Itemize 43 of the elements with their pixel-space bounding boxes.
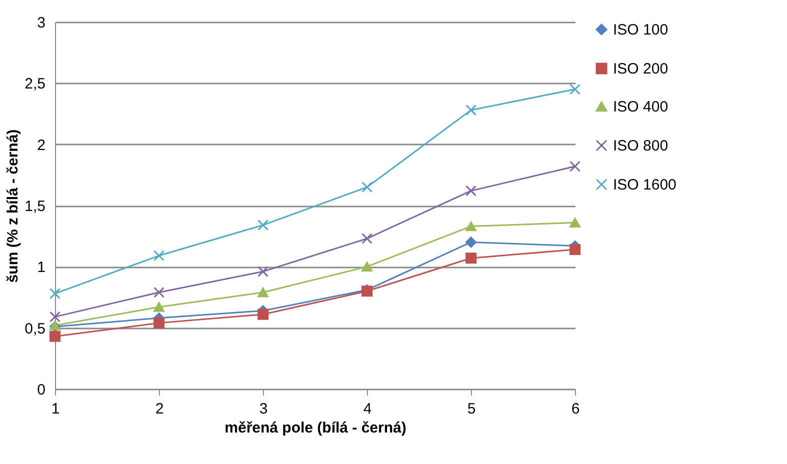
point — [466, 104, 476, 116]
y-axis-title: šum (% z bílá - černá) — [4, 129, 22, 283]
point — [466, 185, 476, 196]
point — [258, 308, 268, 320]
y-tick-label: 1,5 — [24, 198, 46, 215]
point — [570, 244, 580, 256]
x-tick-label: 2 — [155, 400, 164, 418]
point — [362, 233, 372, 244]
point — [258, 220, 268, 231]
point — [570, 218, 580, 228]
y-tick-label: 0 — [37, 382, 46, 398]
point — [50, 288, 60, 300]
x-tick-label: 3 — [259, 400, 268, 418]
x-tick-label: 5 — [467, 400, 476, 418]
point — [362, 182, 372, 193]
point — [154, 286, 164, 298]
point — [154, 317, 164, 328]
y-tick-label: 1 — [37, 259, 46, 276]
x-tick-label: 6 — [571, 400, 580, 418]
point — [154, 302, 164, 312]
point — [570, 160, 580, 172]
legend-label: ISO 1600 — [613, 176, 676, 194]
point — [466, 236, 476, 248]
point — [362, 262, 372, 272]
point — [570, 84, 580, 95]
y-tick-label: 0,5 — [24, 320, 46, 338]
y-tick-label: 2 — [37, 136, 46, 154]
legend-label: ISO 100 — [613, 22, 668, 38]
point — [50, 330, 60, 342]
point — [50, 311, 60, 322]
y-tick-label: 2,5 — [24, 76, 46, 93]
x-tick-label: 1 — [51, 400, 60, 418]
x-axis-title: měřená pole (bílá - černá) — [224, 420, 406, 436]
legend-label: ISO 200 — [613, 60, 668, 78]
legend-label: ISO 400 — [613, 98, 668, 116]
point — [466, 252, 476, 264]
x-tick-label: 4 — [363, 400, 372, 418]
point — [154, 250, 164, 262]
y-tick-label: 3 — [37, 14, 46, 32]
point — [258, 266, 268, 278]
point — [466, 221, 476, 232]
legend-label: ISO 800 — [613, 138, 668, 154]
point — [258, 288, 268, 298]
